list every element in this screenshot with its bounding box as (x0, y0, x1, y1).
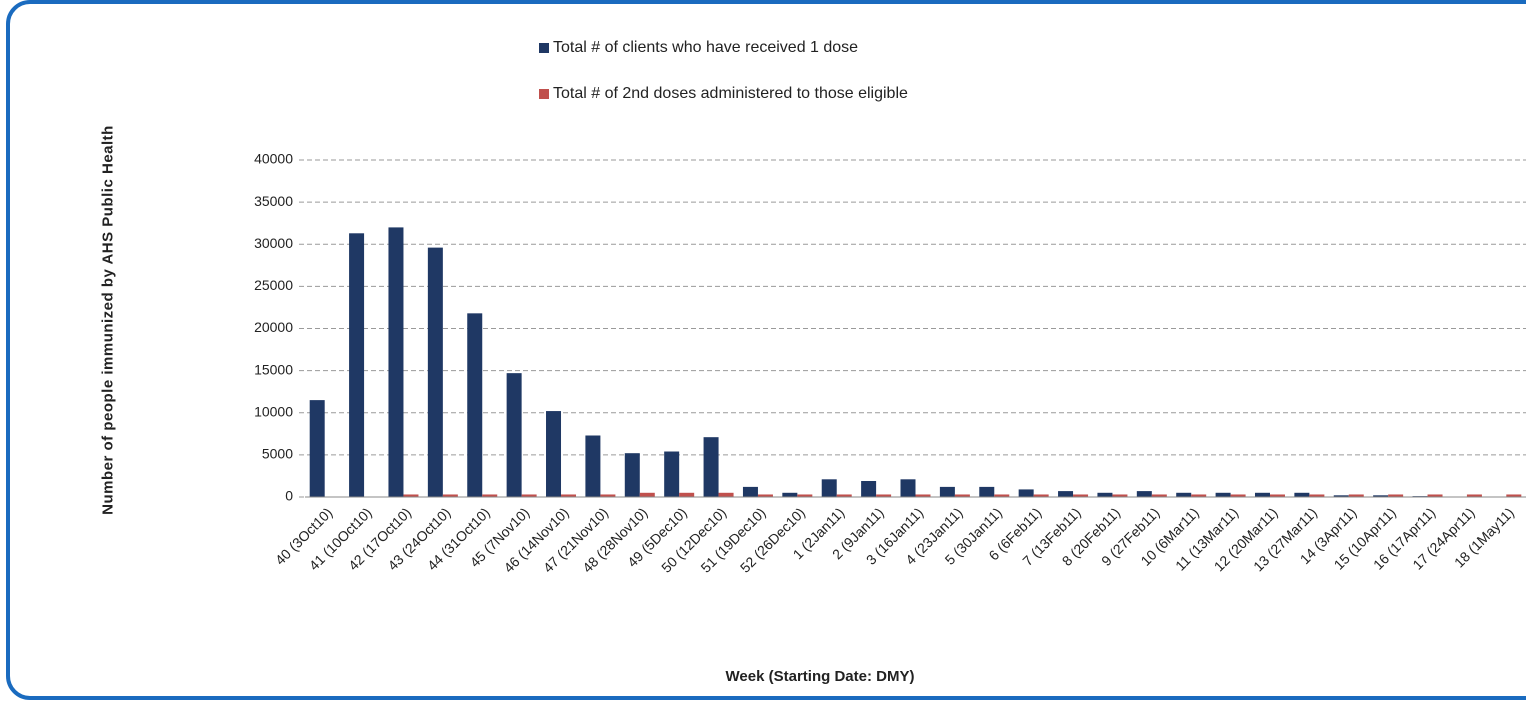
bar (561, 494, 577, 497)
bar (1058, 491, 1074, 497)
bar (467, 313, 483, 497)
bar (521, 494, 537, 497)
bar (1073, 494, 1089, 497)
bar (482, 494, 498, 497)
y-axis-label: Number of people immunized by AHS Public… (99, 125, 117, 515)
bar (718, 492, 734, 497)
bar (861, 480, 877, 497)
bar (1309, 494, 1325, 497)
bar (664, 451, 680, 497)
bar (309, 400, 325, 497)
legend-label: Total # of 2nd doses administered to tho… (553, 85, 908, 102)
bar (954, 494, 970, 497)
bar (836, 494, 852, 497)
bar (1136, 491, 1152, 497)
bar (797, 494, 813, 497)
bar (639, 492, 655, 497)
y-tick-label: 5000 (262, 446, 293, 462)
y-tick-label: 40000 (254, 151, 293, 167)
bar (585, 435, 601, 497)
bar (979, 486, 995, 497)
bar (624, 453, 640, 497)
bar (1033, 494, 1049, 497)
frame (6, 0, 1526, 700)
bar (1230, 494, 1246, 497)
y-tick-label: 10000 (254, 403, 293, 419)
bar (1215, 492, 1231, 497)
bar (915, 494, 931, 497)
y-tick-label: 35000 (254, 193, 293, 209)
bar (900, 479, 916, 497)
bar (1388, 494, 1404, 497)
bar (349, 233, 365, 498)
bar (403, 494, 419, 497)
bar (1191, 494, 1207, 497)
bar (821, 479, 837, 497)
bar (1294, 492, 1310, 497)
y-tick-label: 15000 (254, 361, 293, 377)
bar (1018, 489, 1034, 497)
bar (742, 486, 758, 497)
bar (1506, 494, 1522, 497)
bar (1333, 495, 1349, 497)
bar (506, 373, 522, 497)
bar (757, 494, 773, 497)
bar (1097, 492, 1113, 497)
bar (1348, 494, 1364, 497)
bar (600, 494, 616, 497)
bar (442, 494, 458, 497)
bar (1427, 494, 1443, 497)
bar (1254, 492, 1270, 497)
y-tick-label: 20000 (254, 319, 293, 335)
bar (703, 437, 719, 497)
bar (1269, 494, 1285, 497)
y-tick-label: 30000 (254, 235, 293, 251)
bar (388, 227, 404, 497)
bar (782, 492, 798, 497)
bar (1373, 495, 1389, 497)
legend-swatch (539, 89, 549, 99)
bar (1112, 494, 1128, 497)
bar (1151, 494, 1167, 497)
y-tick-label: 25000 (254, 277, 293, 293)
bar (679, 492, 695, 497)
bar (994, 494, 1010, 497)
legend-label: Total # of clients who have received 1 d… (553, 39, 858, 56)
y-tick-label: 0 (285, 488, 293, 504)
bar (427, 247, 443, 497)
bar (876, 494, 892, 497)
bar (546, 411, 562, 497)
legend-swatch (539, 43, 549, 53)
bar (939, 486, 955, 497)
bar (1466, 494, 1482, 497)
x-axis-label: Week (Starting Date: DMY) (726, 668, 915, 685)
bar (1176, 492, 1192, 497)
